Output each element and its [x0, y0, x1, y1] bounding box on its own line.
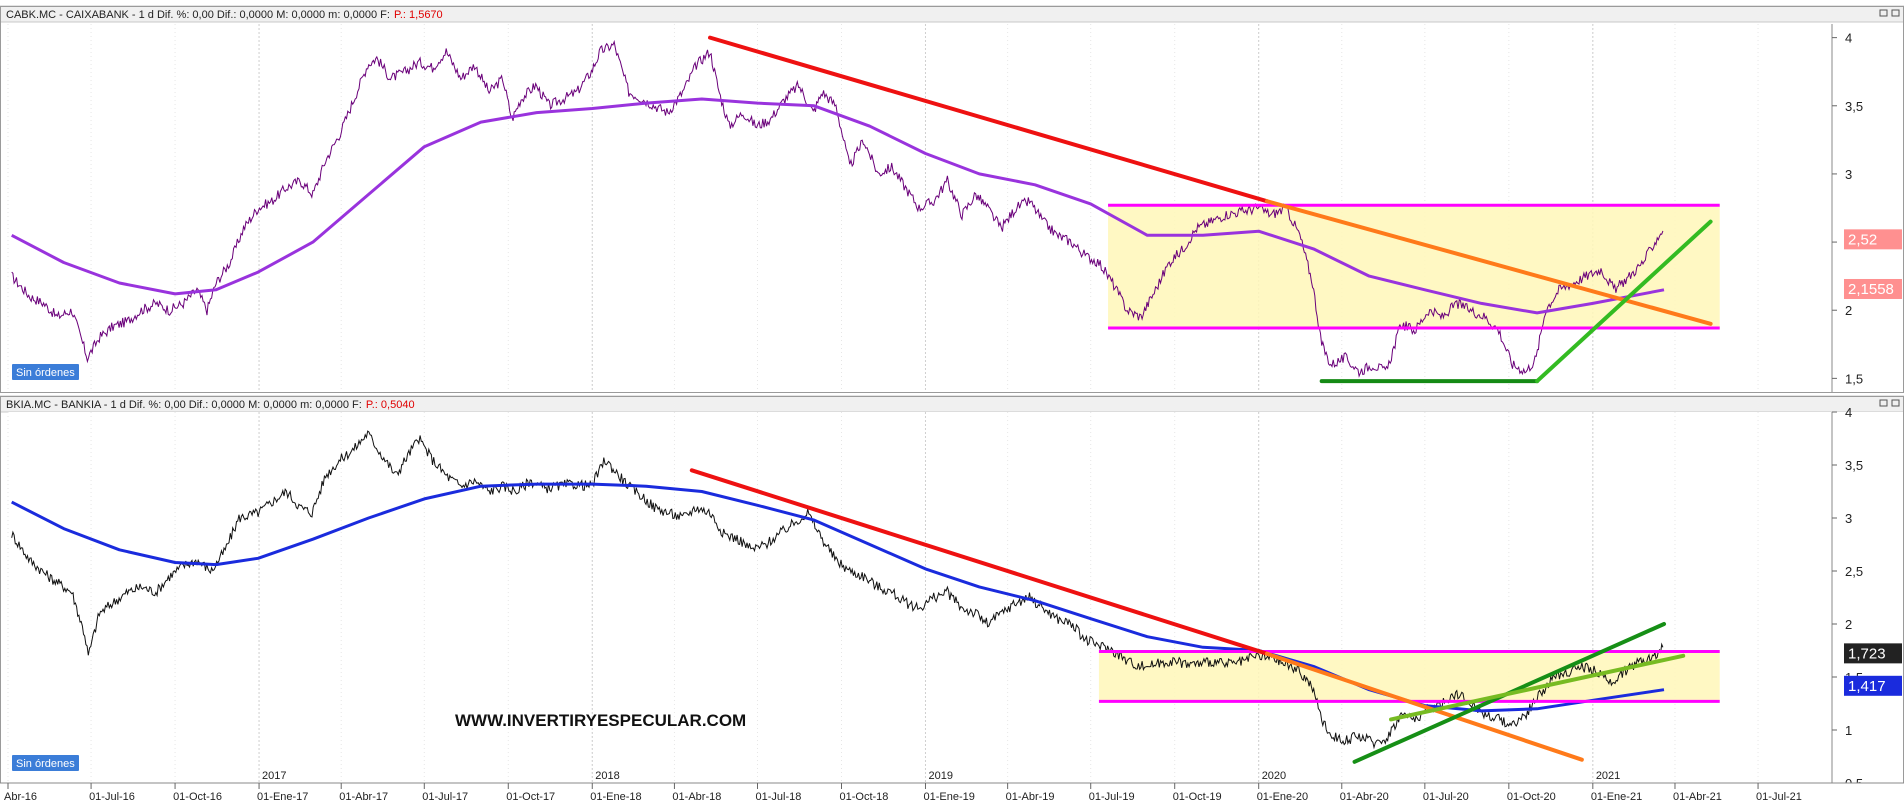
x-tick-label: 01-Jul-16 [89, 791, 135, 803]
x-tick-label: 01-Oct-18 [839, 791, 888, 803]
x-tick-label: 01-Abr-19 [1006, 791, 1055, 803]
consolidation-range [1108, 205, 1720, 328]
symbol-header: BKIA.MC - BANKIA - 1 d Dif. %: 0,00 Dif.… [6, 399, 362, 411]
price-series [11, 430, 1664, 750]
last-price-header: P.: 1,5670 [394, 9, 443, 21]
symbol-header: CABK.MC - CAIXABANK - 1 d Dif. %: 0,00 D… [6, 9, 390, 21]
orders-status-tag[interactable] [12, 755, 79, 771]
x-tick-label: 01-Oct-20 [1507, 791, 1556, 803]
price-badge-label: 1,723 [1848, 645, 1886, 662]
price-badge-label: 2,1558 [1848, 281, 1894, 298]
year-label: 2018 [595, 770, 619, 782]
y-tick-label: 4 [1845, 31, 1852, 46]
x-tick-label: 01-Ene-17 [257, 791, 308, 803]
watermark-text: WWW.INVERTIRYESPECULAR.COM [455, 711, 746, 730]
y-tick-label: 3 [1845, 167, 1852, 182]
consolidation-range [1098, 651, 1720, 702]
x-tick-label: 01-Abr-21 [1673, 791, 1722, 803]
plot-area [8, 412, 1832, 783]
orders-status-label: Sin órdenes [16, 758, 75, 770]
y-tick-label: 2 [1845, 303, 1852, 318]
x-tick-label: 01-Ene-21 [1591, 791, 1642, 803]
x-tick-label: 01-Jul-17 [422, 791, 468, 803]
x-tick-label: Abr-16 [4, 791, 37, 803]
orders-status-label: Sin órdenes [16, 367, 75, 379]
restore-icon[interactable] [1891, 399, 1900, 407]
x-tick-label: 01-Oct-19 [1173, 791, 1222, 803]
y-tick-label: 3,5 [1845, 458, 1863, 473]
x-tick-label: 01-Jul-21 [1756, 791, 1802, 803]
price-badge-label: 1,417 [1848, 678, 1886, 695]
year-label: 2019 [928, 770, 952, 782]
y-tick-label: 1,5 [1845, 371, 1863, 386]
year-label: 2020 [1262, 770, 1286, 782]
caixabank-panel: CABK.MC - CAIXABANK - 1 d Dif. %: 0,00 D… [0, 5, 1904, 393]
x-tick-label: 01-Abr-20 [1340, 791, 1389, 803]
price-series [11, 39, 1664, 378]
y-axis-area [1832, 24, 1904, 392]
x-axis-area [0, 783, 1904, 805]
moving-average-line [11, 97, 1665, 315]
price-badge [1844, 643, 1902, 664]
x-tick-label: 01-Oct-17 [506, 791, 555, 803]
restore-icon[interactable] [1891, 9, 1900, 17]
y-tick-label: 3,5 [1845, 99, 1863, 114]
x-tick-label: 01-Ene-20 [1257, 791, 1308, 803]
y-tick-label: 2,5 [1845, 564, 1863, 579]
date-axis: Abr-16 01-Jul-16 01-Oct-16 01-Ene-17 01-Abr-… [0, 770, 1904, 805]
x-tick-label: 01-Abr-17 [339, 791, 388, 803]
trendline [689, 468, 1269, 656]
x-tick-label: 01-Oct-16 [173, 791, 222, 803]
x-tick-label: 01-Ene-19 [923, 791, 974, 803]
year-label: 2017 [262, 770, 286, 782]
x-tick-label: 01-Abr-18 [672, 791, 721, 803]
year-label: 2021 [1596, 770, 1620, 782]
maximize-icon[interactable] [1879, 9, 1888, 17]
y-tick-label: 1 [1845, 723, 1852, 738]
y-axis-area [1832, 412, 1904, 783]
trendline [1264, 651, 1584, 762]
price-badge [1844, 229, 1902, 250]
x-tick-label: 01-Jul-19 [1089, 791, 1135, 803]
x-tick-label: 01-Ene-18 [590, 791, 641, 803]
last-price-header: P.: 0,5040 [366, 399, 415, 411]
bankia-panel: BKIA.MC - BANKIA - 1 d Dif. %: 0,00 Dif.… [0, 395, 1904, 791]
orders-status-tag[interactable] [12, 364, 79, 380]
trendline [1389, 653, 1686, 722]
price-badge [1844, 675, 1902, 696]
x-tick-label: 01-Jul-20 [1423, 791, 1469, 803]
y-tick-label: 2 [1845, 617, 1852, 632]
price-badge [1844, 278, 1902, 299]
trendline [1264, 199, 1713, 326]
y-tick-label: 4 [1845, 405, 1852, 420]
trendline [1535, 219, 1713, 384]
y-tick-label: 3 [1845, 511, 1852, 526]
maximize-icon[interactable] [1879, 399, 1888, 407]
x-tick-label: 01-Jul-18 [756, 791, 802, 803]
price-badge-label: 2,52 [1848, 231, 1877, 248]
trendline [708, 35, 1269, 204]
